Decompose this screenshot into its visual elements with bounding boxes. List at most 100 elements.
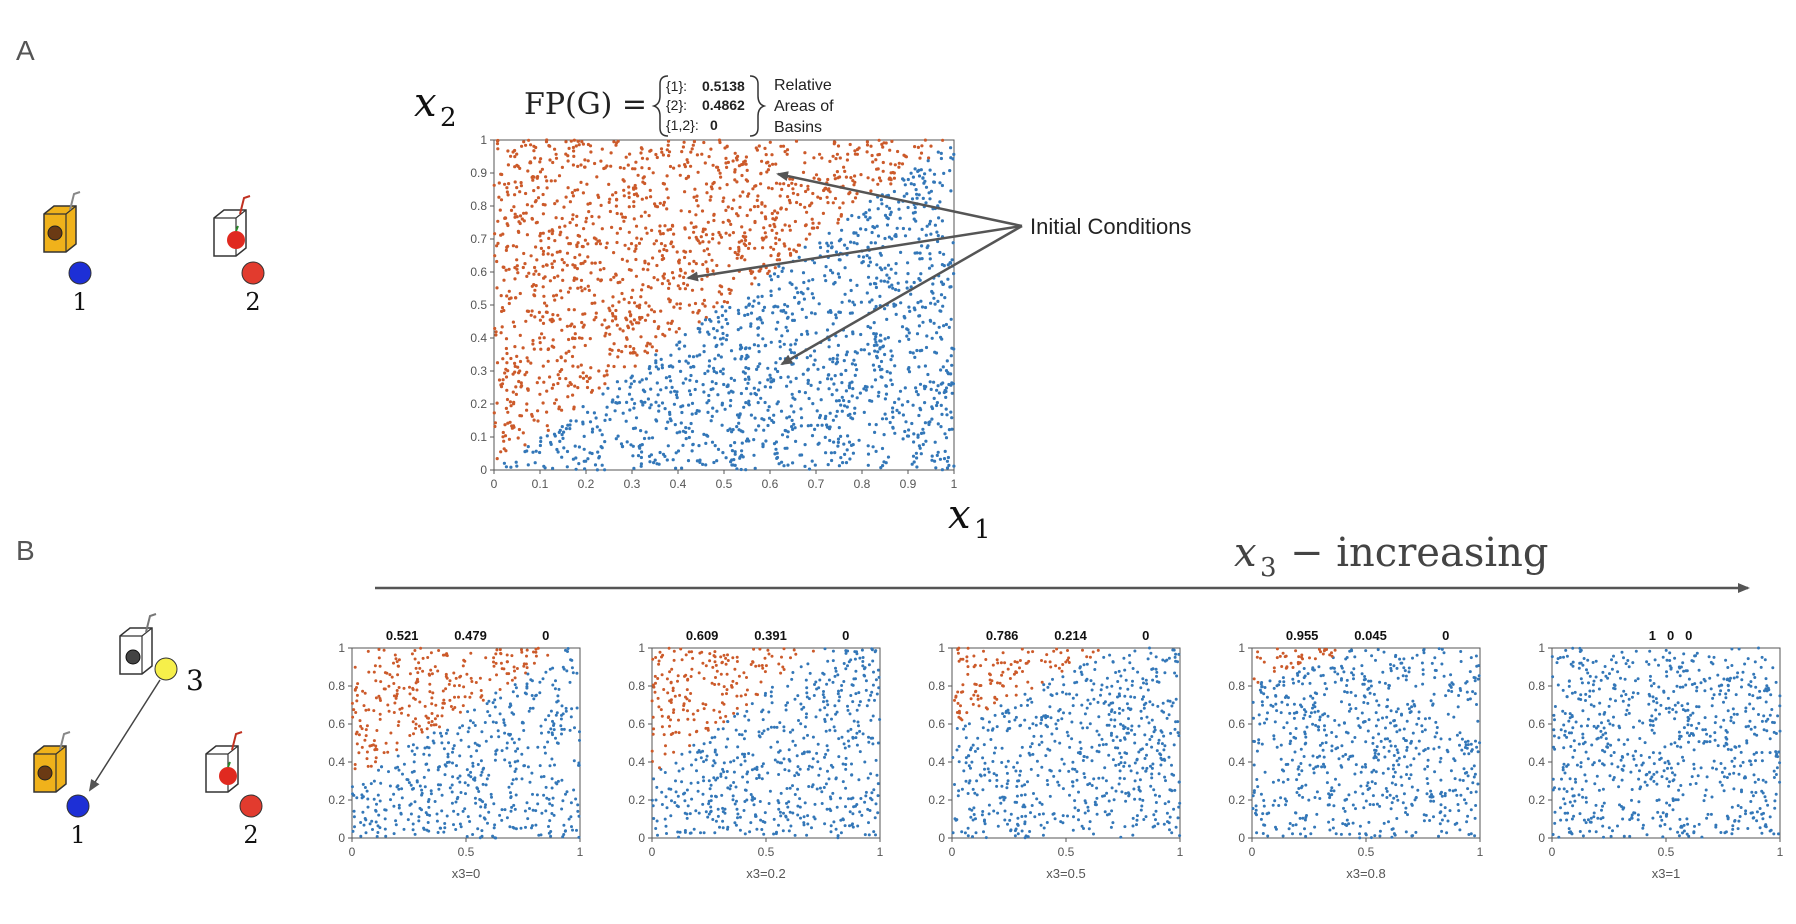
point-basin-1 [660, 725, 664, 729]
x-tick-label: 0 [649, 845, 656, 859]
point-basin-2 [913, 251, 917, 255]
point-basin-1 [633, 183, 637, 188]
point-basin-2 [928, 219, 933, 223]
point-basin-1 [541, 252, 545, 256]
point-basin-2 [930, 264, 934, 268]
point-basin-2 [1108, 653, 1112, 657]
point-basin-2 [851, 700, 855, 704]
point-basin-1 [492, 660, 495, 664]
point-basin-2 [1035, 759, 1039, 763]
point-basin-2 [1044, 754, 1048, 758]
point-basin-2 [830, 717, 833, 721]
point-basin-2 [804, 715, 808, 719]
point-basin-1 [918, 156, 922, 160]
point-basin-2 [787, 415, 792, 419]
point-basin-1 [414, 717, 417, 721]
point-basin-1 [364, 734, 368, 738]
point-basin-2 [504, 465, 508, 469]
point-basin-1 [754, 664, 758, 668]
point-basin-2 [400, 796, 404, 800]
point-basin-1 [669, 321, 673, 325]
point-basin-1 [881, 145, 885, 149]
point-basin-2 [890, 382, 894, 387]
point-basin-1 [603, 318, 607, 322]
point-basin-2 [544, 718, 547, 722]
point-basin-2 [545, 796, 549, 800]
point-basin-2 [811, 757, 815, 761]
point-basin-2 [446, 752, 450, 756]
point-basin-1 [498, 688, 502, 691]
point-basin-1 [857, 146, 861, 150]
point-basin-1 [733, 151, 737, 155]
point-basin-2 [837, 239, 842, 243]
point-basin-1 [1031, 650, 1035, 654]
point-basin-1 [761, 666, 765, 670]
point-basin-2 [734, 823, 738, 827]
point-basin-2 [907, 370, 912, 374]
point-basin-2 [407, 744, 411, 748]
point-basin-1 [600, 323, 604, 327]
point-basin-2 [364, 831, 368, 835]
point-basin-2 [776, 369, 780, 374]
point-basin-1 [387, 684, 391, 688]
point-basin-2 [821, 671, 825, 675]
point-basin-2 [705, 754, 709, 758]
point-basin-2 [551, 666, 555, 670]
point-basin-1 [567, 349, 571, 353]
point-basin-2 [919, 299, 923, 303]
point-basin-2 [1170, 704, 1174, 708]
point-basin-2 [1171, 701, 1175, 705]
point-basin-2 [829, 451, 834, 455]
point-basin-1 [960, 718, 964, 722]
point-basin-1 [550, 344, 554, 348]
point-basin-1 [626, 326, 631, 330]
point-basin-2 [1072, 815, 1075, 819]
point-basin-2 [1178, 834, 1182, 838]
point-basin-1 [671, 245, 675, 249]
point-basin-2 [946, 455, 951, 460]
point-basin-2 [539, 439, 543, 444]
point-basin-2 [920, 305, 925, 309]
point-basin-2 [992, 809, 996, 813]
point-basin-2 [894, 262, 898, 266]
point-basin-2 [1168, 828, 1171, 832]
point-basin-2 [1077, 790, 1080, 794]
point-basin-2 [852, 241, 856, 245]
point-basin-1 [550, 265, 555, 269]
point-basin-1 [657, 662, 661, 666]
point-basin-2 [503, 808, 507, 812]
point-basin-1 [493, 232, 497, 236]
point-basin-1 [562, 261, 566, 265]
initial-conditions-callout: Initial Conditions [686, 171, 1191, 366]
point-basin-1 [971, 702, 975, 706]
point-basin-2 [923, 305, 928, 310]
point-basin-2 [738, 828, 742, 832]
point-basin-1 [806, 184, 810, 188]
point-basin-1 [383, 687, 387, 691]
point-basin-2 [721, 727, 725, 731]
point-basin-2 [797, 301, 801, 305]
point-basin-1 [579, 285, 583, 289]
point-basin-1 [379, 680, 383, 684]
point-basin-1 [640, 288, 644, 292]
point-basin-2 [702, 831, 706, 835]
point-basin-2 [680, 780, 684, 784]
point-basin-1 [701, 262, 705, 267]
point-basin-1 [538, 392, 542, 396]
point-basin-1 [707, 240, 711, 244]
point-basin-2 [798, 797, 802, 801]
point-basin-1 [548, 144, 552, 148]
point-basin-1 [572, 154, 576, 158]
point-basin-2 [620, 444, 625, 449]
point-basin-2 [825, 744, 829, 748]
point-basin-2 [788, 730, 792, 734]
point-basin-1 [639, 295, 643, 299]
point-basin-1 [690, 650, 694, 654]
point-basin-2 [500, 749, 504, 753]
point-basin-2 [699, 756, 703, 760]
point-basin-2 [1006, 727, 1010, 731]
point-basin-2 [860, 648, 864, 652]
point-basin-2 [804, 678, 808, 682]
point-basin-1 [647, 214, 651, 218]
point-basin-1 [566, 395, 570, 399]
